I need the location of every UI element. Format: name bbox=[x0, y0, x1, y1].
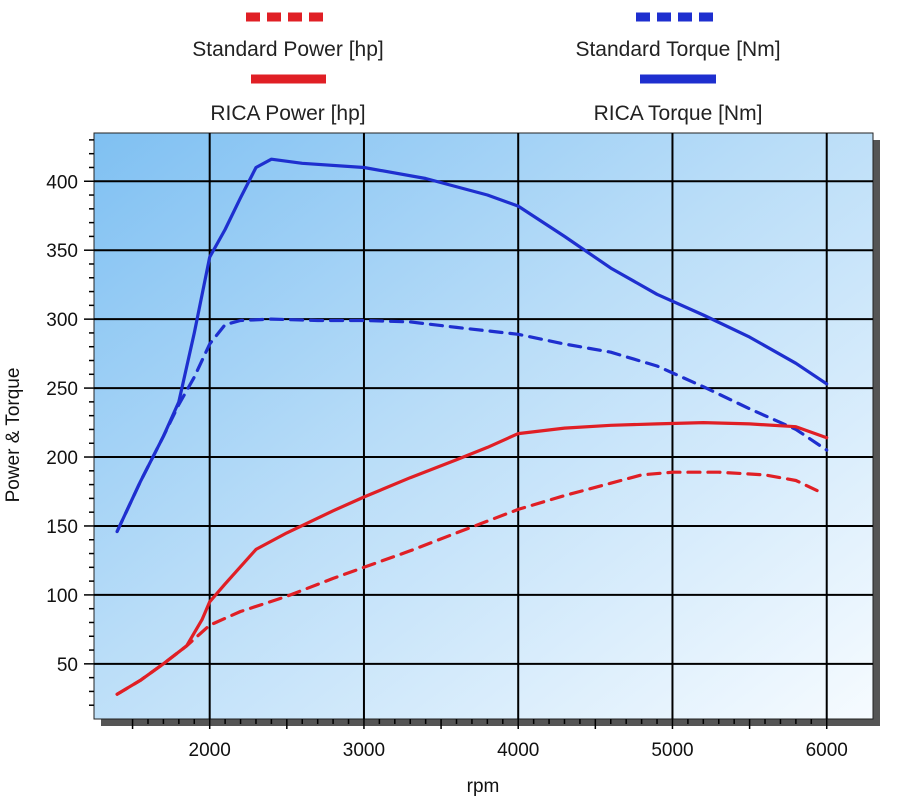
series-line-rica-torque bbox=[115, 157, 829, 534]
series-layer bbox=[115, 157, 829, 696]
legend: Standard Power [hp] Standard Torque [Nm]… bbox=[192, 12, 781, 125]
x-tick-label: 5000 bbox=[651, 740, 693, 761]
legend-item-rica-power: RICA Power [hp] bbox=[210, 74, 366, 125]
x-tick-label: 2000 bbox=[189, 740, 231, 761]
y-tick-label: 50 bbox=[57, 655, 78, 676]
legend-label-standard-power: Standard Power [hp] bbox=[192, 38, 383, 61]
y-tick-label: 350 bbox=[46, 241, 78, 262]
y-axis-title: Power & Torque bbox=[3, 368, 24, 503]
legend-label-rica-power: RICA Power [hp] bbox=[210, 102, 365, 125]
y-tick-label: 200 bbox=[46, 448, 78, 469]
series-line-standard-torque bbox=[115, 317, 829, 534]
legend-item-rica-torque: RICA Torque [Nm] bbox=[594, 74, 763, 125]
y-tick-label: 300 bbox=[46, 310, 78, 331]
grid bbox=[94, 133, 873, 719]
x-tick-label: 6000 bbox=[806, 740, 848, 761]
x-tick-label: 3000 bbox=[343, 740, 385, 761]
y-tick-label: 250 bbox=[46, 379, 78, 400]
y-tick-label: 100 bbox=[46, 586, 78, 607]
y-tick-label: 150 bbox=[46, 517, 78, 538]
legend-item-standard-power: Standard Power [hp] bbox=[192, 12, 384, 61]
x-axis-title: rpm bbox=[467, 776, 500, 797]
ticks: 2000 3000 4000 5000 6000 50 100 150 200 250 300 350… bbox=[46, 139, 848, 761]
y-tick-label: 400 bbox=[46, 172, 78, 193]
legend-label-standard-torque: Standard Torque [Nm] bbox=[575, 38, 780, 61]
legend-item-standard-torque: Standard Torque [Nm] bbox=[575, 12, 781, 61]
plot-area bbox=[93, 132, 874, 720]
series-line-rica-power bbox=[115, 421, 829, 696]
legend-label-rica-torque: RICA Torque [Nm] bbox=[594, 102, 763, 125]
x-tick-label: 4000 bbox=[497, 740, 539, 761]
